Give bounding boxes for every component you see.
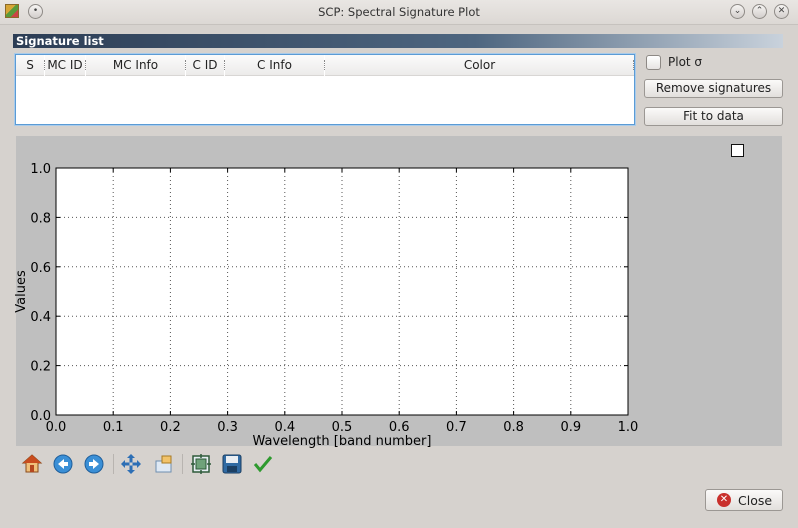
- y-axis-label: Values: [14, 270, 29, 313]
- window-menu-icon[interactable]: •: [28, 4, 43, 19]
- y-tick-label: 0.8: [30, 211, 51, 226]
- column-header-color[interactable]: Color: [325, 55, 634, 76]
- y-tick-label: 1.0: [30, 162, 51, 177]
- toolbar-separator: [113, 454, 115, 474]
- column-separator[interactable]: [44, 60, 46, 70]
- remove-signatures-button[interactable]: Remove signatures: [644, 79, 783, 98]
- column-separator[interactable]: [324, 60, 326, 70]
- home-icon[interactable]: [21, 453, 43, 475]
- forward-icon[interactable]: [83, 453, 105, 475]
- back-icon[interactable]: [52, 453, 74, 475]
- close-circle-icon: ✕: [717, 493, 731, 507]
- app-icon: [5, 4, 19, 18]
- plot-sigma-checkbox[interactable]: [646, 55, 661, 70]
- plot-area: [56, 168, 628, 415]
- signature-list-header: Signature list: [13, 34, 783, 48]
- column-header-mc-info[interactable]: MC Info: [86, 55, 185, 76]
- column-header-c-id[interactable]: C ID: [186, 55, 224, 76]
- save-icon[interactable]: [221, 453, 243, 475]
- legend-checkbox[interactable]: [731, 144, 744, 157]
- x-tick-label: 0.9: [560, 420, 581, 435]
- y-tick-label: 0.4: [30, 310, 51, 325]
- plot-sigma-label: Plot σ: [668, 55, 703, 69]
- x-tick-label: 1.0: [618, 420, 639, 435]
- x-tick-label: 0.7: [446, 420, 467, 435]
- x-tick-label: 0.3: [217, 420, 238, 435]
- edit-check-icon[interactable]: [252, 453, 274, 475]
- close-button[interactable]: ✕ Close: [705, 489, 783, 511]
- maximize-icon[interactable]: ⌃: [752, 4, 767, 19]
- fit-to-data-button[interactable]: Fit to data: [644, 107, 783, 126]
- zoom-icon[interactable]: [153, 453, 175, 475]
- close-icon[interactable]: ✕: [774, 4, 789, 19]
- window-title: SCP: Spectral Signature Plot: [318, 5, 480, 19]
- column-header-mc-id[interactable]: MC ID: [45, 55, 85, 76]
- column-separator[interactable]: [85, 60, 87, 70]
- y-tick-label: 0.6: [30, 261, 51, 276]
- column-separator[interactable]: [185, 60, 187, 70]
- x-tick-label: 0.8: [503, 420, 524, 435]
- x-tick-label: 0.5: [332, 420, 353, 435]
- pan-icon[interactable]: [120, 453, 142, 475]
- y-tick-label: 0.2: [30, 360, 51, 375]
- signature-table[interactable]: S MC ID MC Info C ID C Info Color: [15, 54, 635, 125]
- toolbar-separator: [182, 454, 184, 474]
- x-tick-label: 0.0: [46, 420, 67, 435]
- column-header-c-info[interactable]: C Info: [225, 55, 324, 76]
- column-separator[interactable]: [224, 60, 226, 70]
- y-tick-label: 0.0: [30, 409, 51, 424]
- plot-frame: [55, 167, 629, 416]
- x-axis-label: Wavelength [band number]: [253, 434, 432, 449]
- x-tick-label: 0.4: [274, 420, 295, 435]
- column-separator[interactable]: [633, 60, 635, 70]
- signature-list-title: Signature list: [16, 34, 104, 48]
- subplots-icon[interactable]: [190, 453, 212, 475]
- column-header-s[interactable]: S: [16, 55, 44, 76]
- x-tick-label: 0.6: [389, 420, 410, 435]
- minimize-icon[interactable]: ⌄: [730, 4, 745, 19]
- close-button-label: Close: [738, 493, 773, 508]
- x-tick-label: 0.2: [160, 420, 181, 435]
- title-bar: • SCP: Spectral Signature Plot ⌄ ⌃ ✕: [0, 0, 798, 25]
- x-tick-label: 0.1: [103, 420, 124, 435]
